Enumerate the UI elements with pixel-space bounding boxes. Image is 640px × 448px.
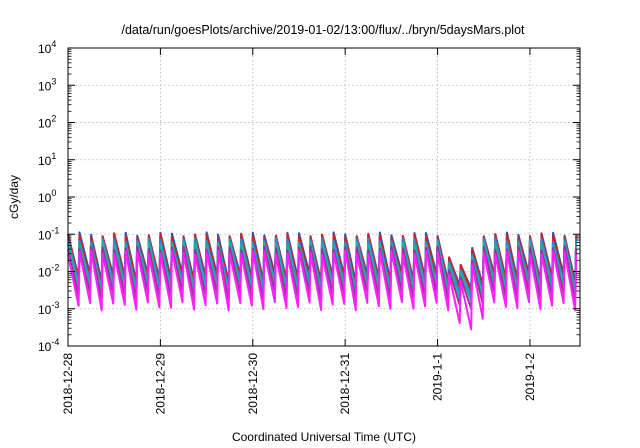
x-tick-label: 2018-12-29 xyxy=(153,353,167,415)
x-tick-label: 2019-1-1 xyxy=(431,353,445,401)
x-axis-label: Coordinated Universal Time (UTC) xyxy=(232,430,416,444)
y-tick-label: 101 xyxy=(38,151,56,168)
series-line-6 xyxy=(67,249,578,331)
y-tick-label: 102 xyxy=(38,114,56,131)
axes: 10-4 10-3 10-2 10-1 100 101 102 103 104 2018-12-2… xyxy=(38,39,580,414)
chart-title: /data/run/goesPlots/archive/2019-01-02/1… xyxy=(121,23,525,37)
x-tick-label: 2019-1-2 xyxy=(523,353,537,401)
y-tick-label: 10-4 xyxy=(38,337,59,354)
series-group xyxy=(67,231,578,331)
y-tick-label: 10-3 xyxy=(38,300,59,317)
y-tick-label: 10-2 xyxy=(38,263,59,280)
y-tick-label: 10-1 xyxy=(38,225,59,242)
y-tick-label: 104 xyxy=(38,39,56,56)
x-tick-label: 2018-12-28 xyxy=(61,353,75,415)
y-tick-label: 100 xyxy=(38,188,56,205)
y-tick-label: 103 xyxy=(38,76,56,93)
x-tick-label: 2018-12-31 xyxy=(338,353,352,415)
x-tick-label: 2018-12-30 xyxy=(246,353,260,415)
y-axis-label: cGy/day xyxy=(7,175,21,219)
